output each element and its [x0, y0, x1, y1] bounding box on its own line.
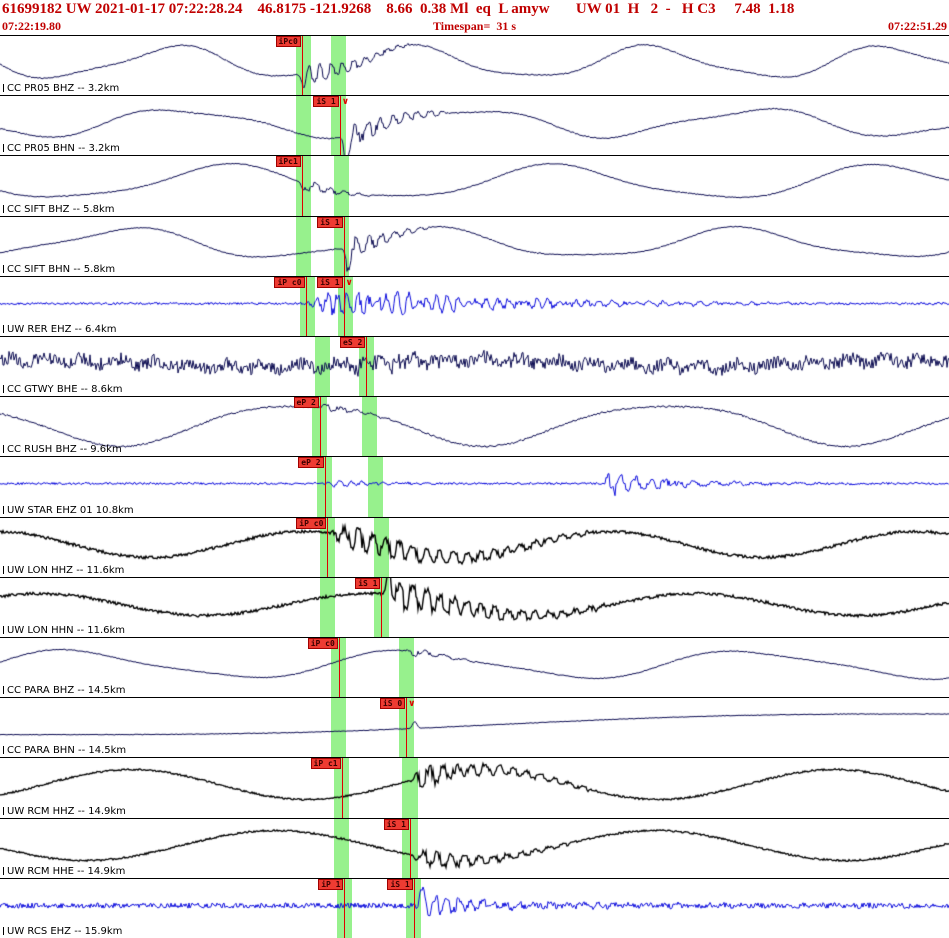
- trace-station-label: UW STAR EHZ 01 10.8km: [3, 505, 134, 516]
- waveform-canvas[interactable]: [0, 698, 949, 758]
- pick-label[interactable]: iS 1: [383, 818, 409, 830]
- trace-row-CC-PR05-BHN[interactable]: iS 1 ∨ CC PR05 BHN -- 3.2km: [0, 96, 949, 157]
- trace-row-CC-PARA-BHN[interactable]: iS 0 ∨ CC PARA BHN -- 14.5km: [0, 698, 949, 759]
- pick-time-line: [413, 878, 415, 938]
- timespan-label: Timespan= 31 s: [433, 19, 516, 33]
- trace-station-label: UW RCM HHE -- 14.9km: [3, 866, 125, 877]
- pick-time-line: [327, 517, 329, 577]
- pick-time-line: [409, 818, 411, 878]
- pick-time-line: [343, 276, 345, 337]
- waveform-canvas[interactable]: [0, 638, 949, 698]
- pick-time-line: [301, 156, 303, 216]
- trace-row-UW-LON-HHZ[interactable]: iP c0 UW LON HHZ -- 11.6km: [0, 517, 949, 578]
- waveform-canvas[interactable]: [0, 337, 949, 397]
- pick-label[interactable]: iP c0: [296, 517, 327, 529]
- pick-time-line: [406, 698, 408, 758]
- pick-polarity-down-icon: ∨: [341, 97, 350, 108]
- trace-station-label: UW LON HHN -- 11.6km: [3, 625, 125, 636]
- trace-list: iPc0 CC PR05 BHZ -- 3.2km iS 1 ∨ CC PR05 BHN…: [0, 35, 949, 938]
- pick-time-line: [319, 397, 321, 457]
- pick-time-line: [381, 577, 383, 638]
- pick-time-line: [339, 96, 341, 156]
- pick-label[interactable]: iS 0: [379, 698, 406, 710]
- trace-row-UW-RER-EHZ[interactable]: iP c0 iS 1 ∨ UW RER EHZ -- 6.4km: [0, 276, 949, 338]
- trace-row-UW-RCS-EHZ[interactable]: iP 1 iS 1 UW RCS EHZ -- 15.9km: [0, 878, 949, 938]
- pick-label[interactable]: eP 2: [293, 397, 319, 409]
- pick-time-line: [338, 638, 340, 698]
- pick-label[interactable]: eP 2: [298, 457, 324, 469]
- pick-label[interactable]: eS 2: [340, 337, 366, 349]
- trace-row-CC-RUSH-BHZ[interactable]: eP 2 CC RUSH BHZ -- 9.6km: [0, 397, 949, 458]
- trace-row-UW-STAR-EHZ[interactable]: eP 2 UW STAR EHZ 01 10.8km: [0, 457, 949, 518]
- pick-label[interactable]: iS 1: [355, 577, 381, 589]
- waveform-canvas[interactable]: [0, 517, 949, 577]
- pick-time-line: [343, 216, 345, 276]
- trace-station-label: CC GTWY BHE -- 8.6km: [3, 384, 123, 395]
- pick-label[interactable]: iS 1: [317, 276, 343, 288]
- pick-label[interactable]: iP c1: [310, 758, 341, 770]
- pick-label[interactable]: iPc1: [275, 156, 301, 168]
- event-header: 61699182 UW 2021-01-17 07:22:28.24 46.81…: [2, 1, 795, 17]
- waveform-canvas[interactable]: [0, 818, 949, 878]
- pick-label[interactable]: iS 1: [387, 878, 413, 890]
- pick-time-line: [341, 758, 343, 818]
- time-bar: 07:22:19.80 Timespan= 31 s 07:22:51.29: [0, 19, 949, 35]
- pick-time-line: [305, 276, 307, 337]
- trace-row-UW-RCM-HHE[interactable]: iS 1 UW RCM HHE -- 14.9km: [0, 818, 949, 879]
- trace-row-CC-GTWY-BHE[interactable]: eS 2 CC GTWY BHE -- 8.6km: [0, 337, 949, 398]
- waveform-canvas[interactable]: [0, 878, 949, 938]
- trace-row-CC-SIFT-BHZ[interactable]: iPc1 CC SIFT BHZ -- 5.8km: [0, 156, 949, 217]
- waveform-canvas[interactable]: [0, 276, 949, 336]
- waveform-canvas[interactable]: [0, 216, 949, 276]
- waveform-canvas[interactable]: [0, 96, 949, 156]
- trace-row-CC-PARA-BHZ[interactable]: iP c0 CC PARA BHZ -- 14.5km: [0, 638, 949, 699]
- trace-station-label: CC RUSH BHZ -- 9.6km: [3, 444, 122, 455]
- trace-row-CC-PR05-BHZ[interactable]: iPc0 CC PR05 BHZ -- 3.2km: [0, 36, 949, 97]
- trace-row-UW-LON-HHN[interactable]: iS 1 UW LON HHN -- 11.6km: [0, 577, 949, 639]
- pick-label[interactable]: iP c0: [274, 276, 305, 288]
- pick-label[interactable]: iP c0: [307, 638, 338, 650]
- waveform-canvas[interactable]: [0, 156, 949, 216]
- pick-label[interactable]: iS 1: [313, 96, 339, 108]
- trace-station-label: UW RCM HHZ -- 14.9km: [3, 806, 126, 817]
- pick-time-line: [324, 457, 326, 517]
- pick-time-line: [366, 337, 368, 397]
- trace-row-UW-RCM-HHZ[interactable]: iP c1 UW RCM HHZ -- 14.9km: [0, 758, 949, 819]
- pick-time-line: [344, 878, 346, 938]
- trace-station-label: UW RCS EHZ -- 15.9km: [3, 926, 122, 937]
- waveform-canvas[interactable]: [0, 36, 949, 95]
- window-start-time: 07:22:19.80: [2, 19, 61, 33]
- trace-station-label: CC PR05 BHZ -- 3.2km: [3, 83, 119, 94]
- trace-station-label: UW RER EHZ -- 6.4km: [3, 324, 116, 335]
- pick-polarity-down-icon: ∨: [408, 699, 416, 710]
- trace-station-label: CC PR05 BHN -- 3.2km: [3, 143, 120, 154]
- waveform-canvas[interactable]: [0, 397, 949, 457]
- trace-row-CC-SIFT-BHN[interactable]: iS 1 CC SIFT BHN -- 5.8km: [0, 216, 949, 277]
- trace-station-label: UW LON HHZ -- 11.6km: [3, 565, 124, 576]
- pick-label[interactable]: iS 1: [317, 216, 343, 228]
- waveform-canvas[interactable]: [0, 577, 949, 637]
- window-end-time: 07:22:51.29: [888, 19, 947, 33]
- waveform-canvas[interactable]: [0, 457, 949, 517]
- pick-label[interactable]: iP 1: [318, 878, 344, 890]
- trace-station-label: CC SIFT BHZ -- 5.8km: [3, 204, 115, 215]
- trace-station-label: CC SIFT BHN -- 5.8km: [3, 264, 115, 275]
- pick-label[interactable]: iPc0: [275, 36, 301, 47]
- trace-station-label: CC PARA BHN -- 14.5km: [3, 745, 126, 756]
- pick-polarity-down-icon: ∨: [345, 277, 353, 288]
- trace-station-label: CC PARA BHZ -- 14.5km: [3, 685, 126, 696]
- pick-time-line: [301, 36, 303, 96]
- waveform-canvas[interactable]: [0, 758, 949, 818]
